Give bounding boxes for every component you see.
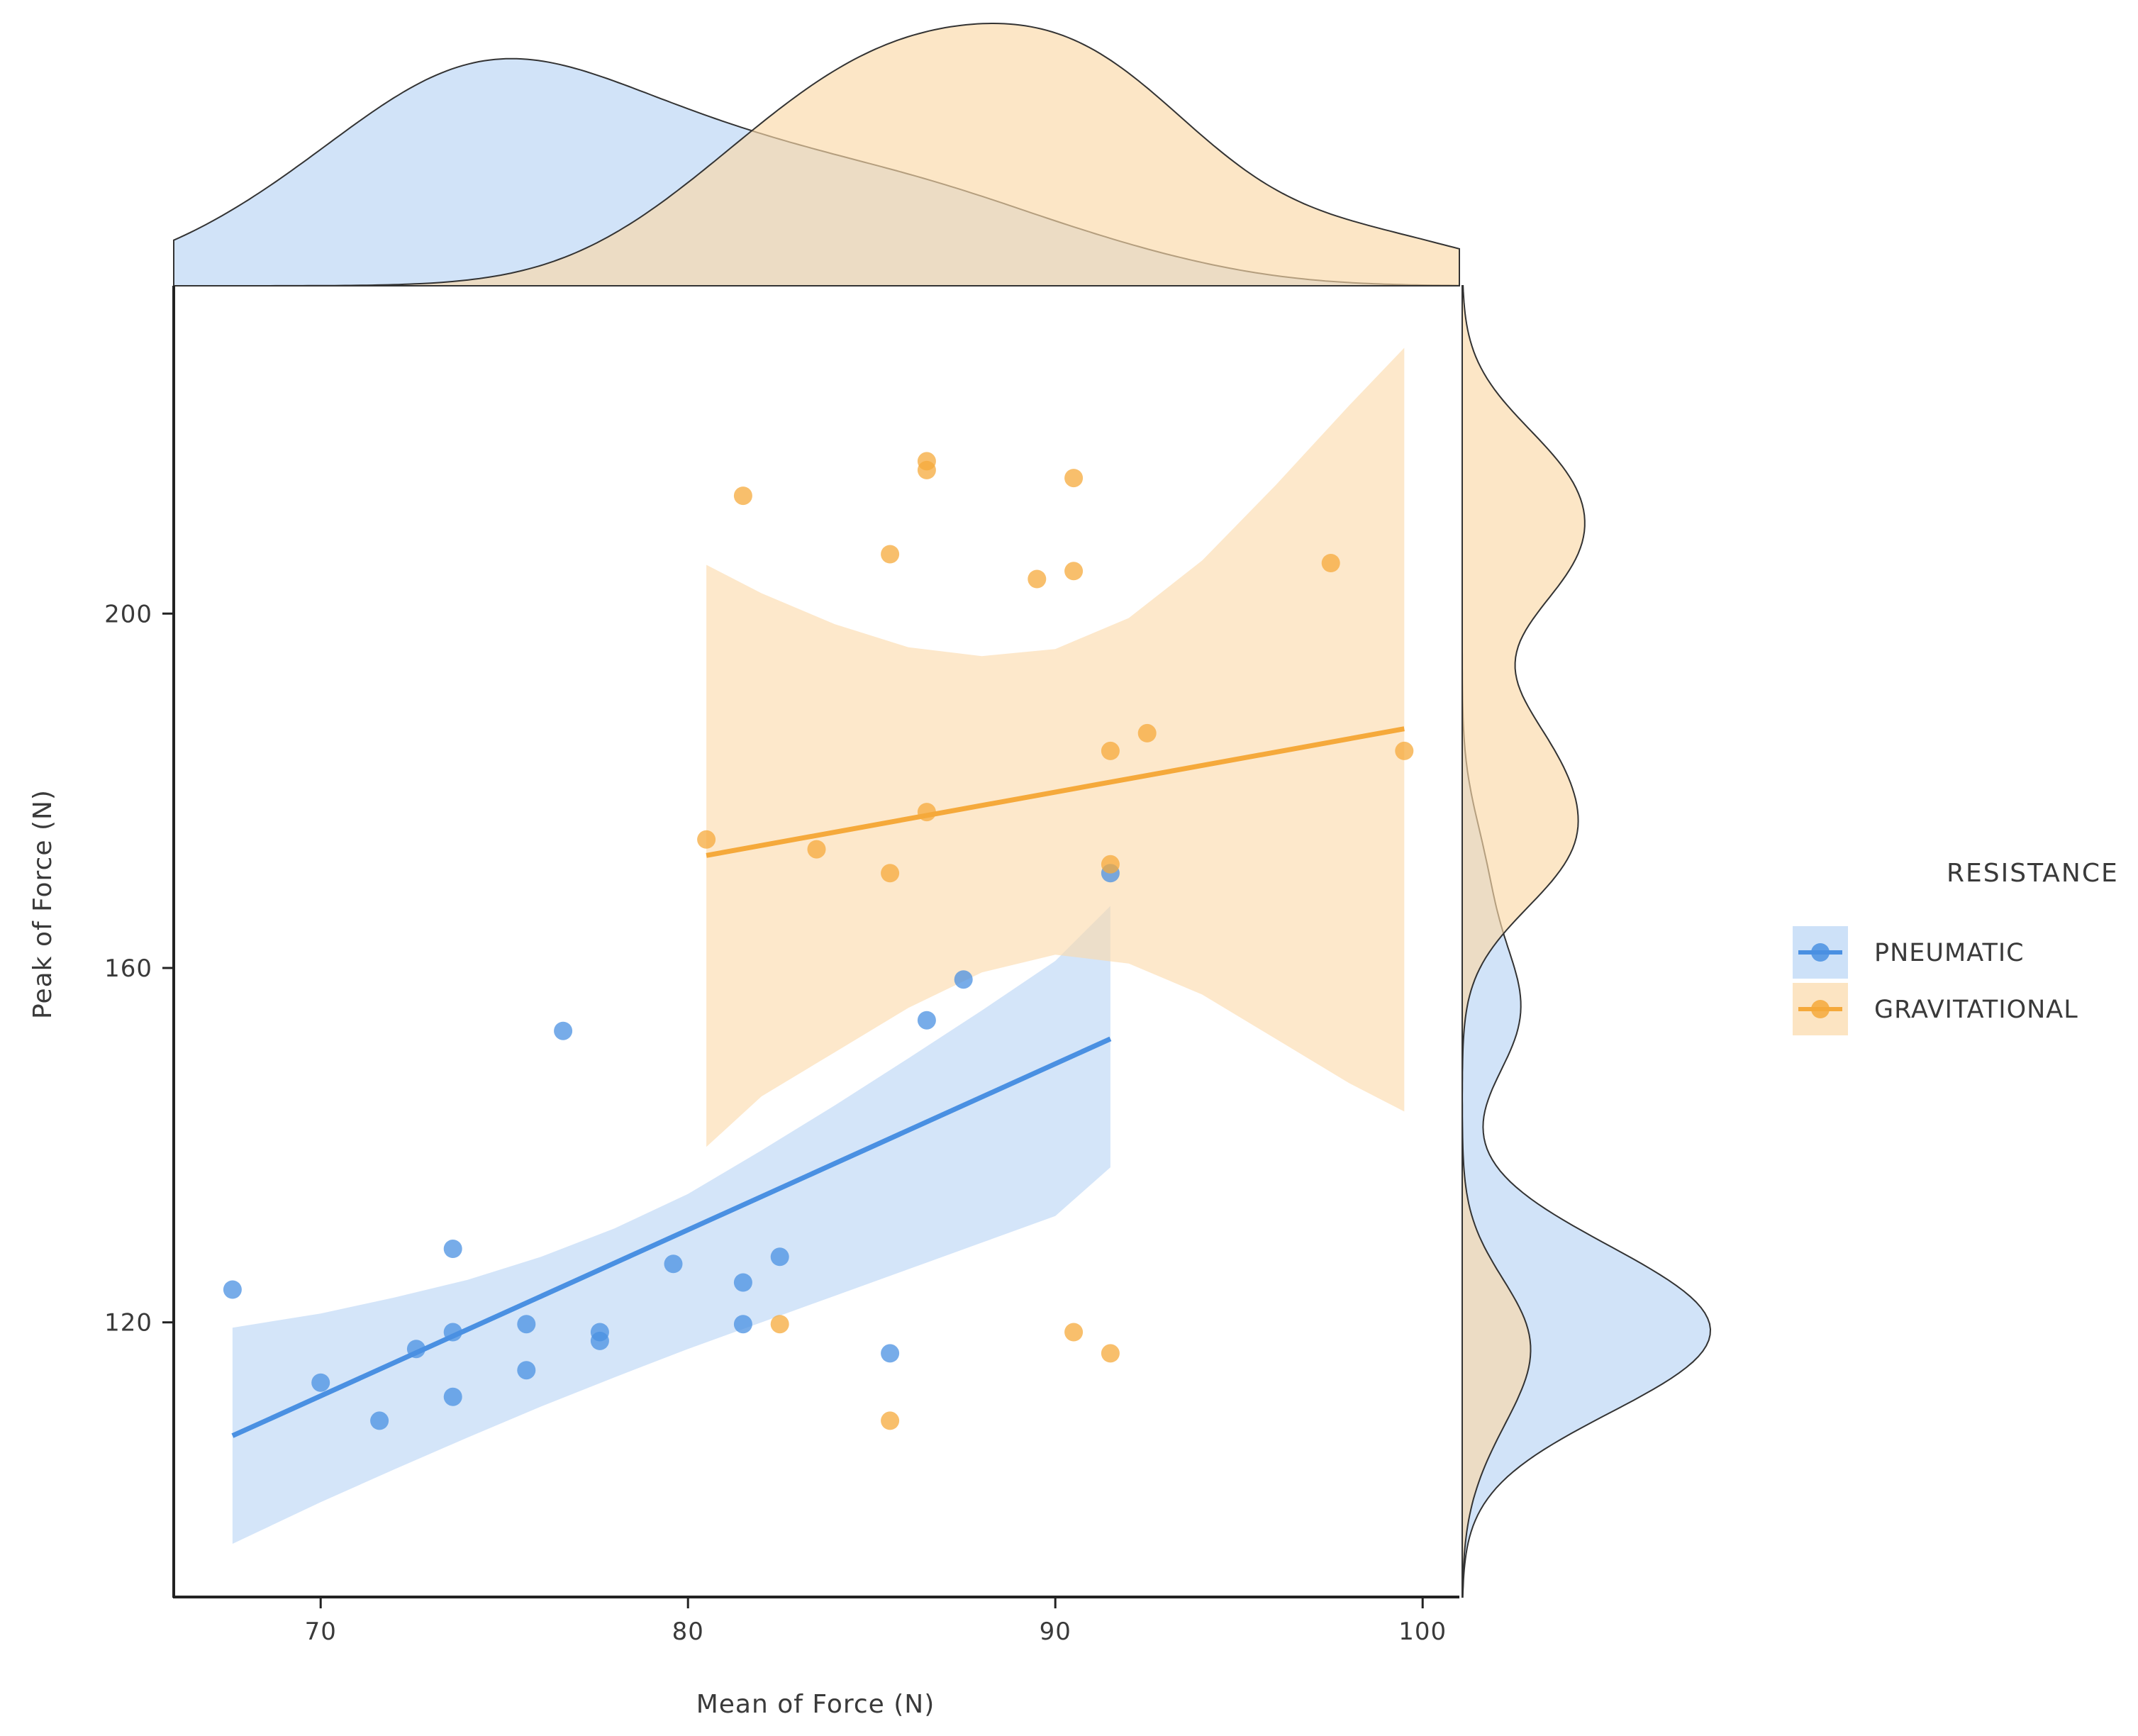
top-marginal-density — [173, 22, 1460, 286]
axes: 70 80 90 100 120 160 200 — [104, 286, 1459, 1646]
point-pneumatic — [370, 1411, 389, 1430]
top-density-gravitational — [174, 22, 1460, 286]
point-pneumatic — [590, 1331, 609, 1350]
ci-band-gravitational — [706, 347, 1405, 1147]
point-gravitational — [1395, 741, 1414, 760]
point-gravitational — [1321, 554, 1340, 572]
confidence-bands — [232, 347, 1405, 1544]
x-tick-label: 100 — [1398, 1618, 1447, 1646]
point-gravitational — [881, 1411, 900, 1430]
y-tick-label: 160 — [104, 955, 152, 983]
legend: RESISTANCE PNEUMATIC GRAVITATIONAL — [1793, 859, 2119, 1035]
point-gravitational — [733, 486, 752, 506]
fit-line-gravitational — [706, 726, 1405, 858]
regression-lines — [231, 726, 1405, 1438]
point-gravitational — [697, 830, 716, 849]
point-pneumatic — [954, 970, 973, 989]
point-gravitational — [1064, 1323, 1084, 1342]
point-pneumatic — [664, 1254, 683, 1274]
x-axis-title: Mean of Force (N) — [696, 1690, 935, 1719]
point-pneumatic — [517, 1315, 536, 1334]
x-tick-label: 70 — [305, 1618, 337, 1646]
point-gravitational — [1101, 855, 1120, 874]
point-gravitational — [1137, 723, 1157, 742]
point-gravitational — [917, 460, 936, 479]
point-pneumatic — [311, 1373, 330, 1392]
point-pneumatic — [917, 1011, 936, 1030]
point-gravitational — [1101, 741, 1120, 760]
point-pneumatic — [733, 1273, 752, 1292]
right-marginal-density — [1461, 285, 1712, 1598]
x-tick-label: 80 — [672, 1618, 704, 1646]
legend-title: RESISTANCE — [1947, 859, 2119, 888]
point-pneumatic — [770, 1247, 789, 1267]
point-pneumatic — [733, 1315, 752, 1334]
point-gravitational — [1101, 1344, 1120, 1363]
y-tick-label: 120 — [104, 1309, 152, 1337]
x-tick-label: 90 — [1040, 1618, 1071, 1646]
point-pneumatic — [443, 1240, 462, 1258]
fit-line-pneumatic — [231, 1036, 1112, 1438]
legend-swatch-point — [1811, 943, 1830, 962]
legend-swatch-point — [1811, 1000, 1830, 1018]
point-gravitational — [807, 840, 826, 859]
y-tick-label: 200 — [104, 600, 152, 628]
scatter-points — [223, 452, 1414, 1430]
ci-band-pneumatic — [232, 906, 1110, 1544]
point-pneumatic — [517, 1361, 536, 1380]
point-pneumatic — [554, 1021, 573, 1040]
point-pneumatic — [443, 1387, 462, 1406]
point-gravitational — [881, 864, 900, 883]
point-gravitational — [770, 1315, 789, 1334]
point-gravitational — [881, 545, 900, 564]
point-gravitational — [1028, 569, 1047, 589]
point-pneumatic — [223, 1280, 242, 1299]
y-axis-title: Peak of Force (N) — [28, 789, 57, 1019]
point-gravitational — [1064, 562, 1084, 581]
right-density-gravitational — [1461, 285, 1586, 1598]
point-pneumatic — [881, 1344, 900, 1363]
legend-label-pneumatic: PNEUMATIC — [1874, 939, 2025, 967]
point-gravitational — [1064, 469, 1084, 488]
legend-label-gravitational: GRAVITATIONAL — [1874, 996, 2078, 1024]
